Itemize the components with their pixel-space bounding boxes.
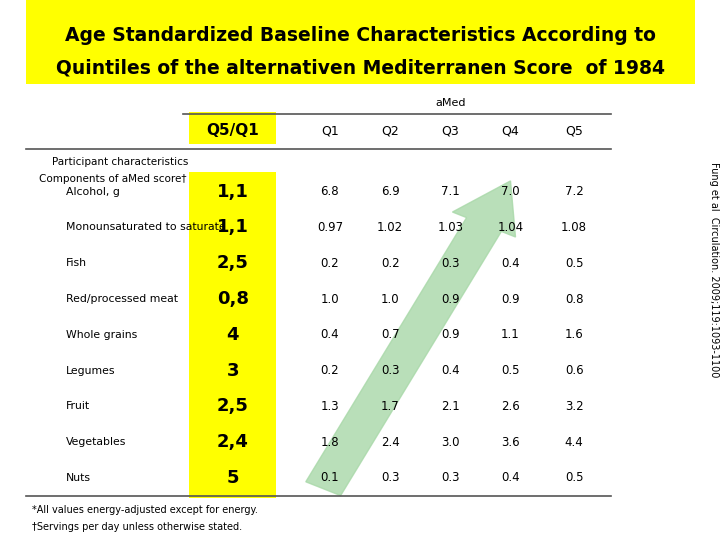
Text: 1.08: 1.08 [561, 221, 587, 234]
Text: Q3: Q3 [441, 124, 459, 137]
Text: Whole grains: Whole grains [66, 330, 137, 340]
Text: Nuts: Nuts [66, 473, 91, 483]
Text: 1.0: 1.0 [381, 293, 400, 306]
Text: Q2: Q2 [381, 124, 399, 137]
Text: 0.9: 0.9 [501, 293, 520, 306]
FancyBboxPatch shape [189, 172, 276, 497]
Text: 0.7: 0.7 [381, 328, 400, 341]
Text: 0.97: 0.97 [317, 221, 343, 234]
Text: Q5/Q1: Q5/Q1 [207, 123, 259, 138]
Text: 3.0: 3.0 [441, 436, 459, 449]
Text: Fung et al  Circulation. 2009;119:1093-1100: Fung et al Circulation. 2009;119:1093-11… [709, 163, 719, 377]
Text: 0.2: 0.2 [320, 364, 339, 377]
Text: 1.03: 1.03 [437, 221, 463, 234]
Text: 1.02: 1.02 [377, 221, 403, 234]
Text: Alcohol, g: Alcohol, g [66, 187, 120, 197]
Text: 0.2: 0.2 [320, 256, 339, 270]
Text: 0.5: 0.5 [501, 364, 520, 377]
Text: 2.4: 2.4 [381, 436, 400, 449]
Text: Quintiles of the alternativen Mediterranen Score  of 1984: Quintiles of the alternativen Mediterran… [55, 58, 665, 77]
Text: Fruit: Fruit [66, 401, 90, 411]
Text: 0.5: 0.5 [564, 256, 583, 270]
Text: 0,8: 0,8 [217, 290, 249, 308]
Text: 0.4: 0.4 [501, 256, 520, 270]
Text: 0.2: 0.2 [381, 256, 400, 270]
Text: 0.4: 0.4 [441, 364, 459, 377]
Text: 0.5: 0.5 [564, 471, 583, 484]
Text: Q4: Q4 [502, 124, 519, 137]
Text: Monounsaturated to saturate: Monounsaturated to saturate [66, 222, 225, 233]
Text: 2,5: 2,5 [217, 254, 249, 272]
Text: 0.3: 0.3 [441, 256, 459, 270]
Text: 1.8: 1.8 [320, 436, 339, 449]
Text: 5: 5 [227, 469, 239, 487]
Text: Vegetables: Vegetables [66, 437, 126, 447]
Text: 0.9: 0.9 [441, 328, 459, 341]
Text: Q5: Q5 [565, 124, 583, 137]
Text: 2,5: 2,5 [217, 397, 249, 415]
FancyArrow shape [306, 181, 516, 496]
Text: Participant characteristics: Participant characteristics [53, 157, 189, 167]
Text: 7.1: 7.1 [441, 185, 459, 198]
Text: 1.0: 1.0 [320, 293, 339, 306]
Text: 0.4: 0.4 [501, 471, 520, 484]
Text: 6.8: 6.8 [320, 185, 339, 198]
Text: Fish: Fish [66, 258, 86, 268]
Text: 7.2: 7.2 [564, 185, 583, 198]
Text: 3.6: 3.6 [501, 436, 520, 449]
FancyBboxPatch shape [189, 112, 276, 144]
Text: Age Standardized Baseline Characteristics According to: Age Standardized Baseline Characteristic… [65, 25, 655, 45]
Text: 3: 3 [227, 362, 239, 380]
Text: 1.6: 1.6 [564, 328, 583, 341]
Text: 0.8: 0.8 [564, 293, 583, 306]
Text: †Servings per day unless otherwise stated.: †Servings per day unless otherwise state… [32, 522, 243, 531]
Text: 0.9: 0.9 [441, 293, 459, 306]
Text: aMed: aMed [436, 98, 467, 107]
Text: 0.6: 0.6 [564, 364, 583, 377]
Text: 0.3: 0.3 [381, 471, 400, 484]
Text: 3.2: 3.2 [564, 400, 583, 413]
Text: Q1: Q1 [321, 124, 339, 137]
Text: *All values energy-adjusted except for energy.: *All values energy-adjusted except for e… [32, 505, 258, 515]
Text: Red/processed meat: Red/processed meat [66, 294, 178, 304]
Text: Components of aMed score†: Components of aMed score† [39, 174, 186, 184]
Text: 7.0: 7.0 [501, 185, 520, 198]
Text: 4: 4 [227, 326, 239, 344]
Text: 2.1: 2.1 [441, 400, 459, 413]
Text: Legumes: Legumes [66, 366, 115, 376]
Text: 1.3: 1.3 [320, 400, 339, 413]
Text: 6.9: 6.9 [381, 185, 400, 198]
Text: 1.04: 1.04 [498, 221, 523, 234]
Text: 1,1: 1,1 [217, 219, 249, 237]
Text: 1.1: 1.1 [501, 328, 520, 341]
FancyBboxPatch shape [25, 0, 695, 84]
Text: 2.6: 2.6 [501, 400, 520, 413]
Text: 0.1: 0.1 [320, 471, 339, 484]
Text: 2,4: 2,4 [217, 433, 249, 451]
Text: 0.3: 0.3 [381, 364, 400, 377]
Text: 0.3: 0.3 [441, 471, 459, 484]
Text: 1,1: 1,1 [217, 183, 249, 201]
Text: 4.4: 4.4 [564, 436, 583, 449]
Text: 1.7: 1.7 [381, 400, 400, 413]
Text: 0.4: 0.4 [320, 328, 339, 341]
